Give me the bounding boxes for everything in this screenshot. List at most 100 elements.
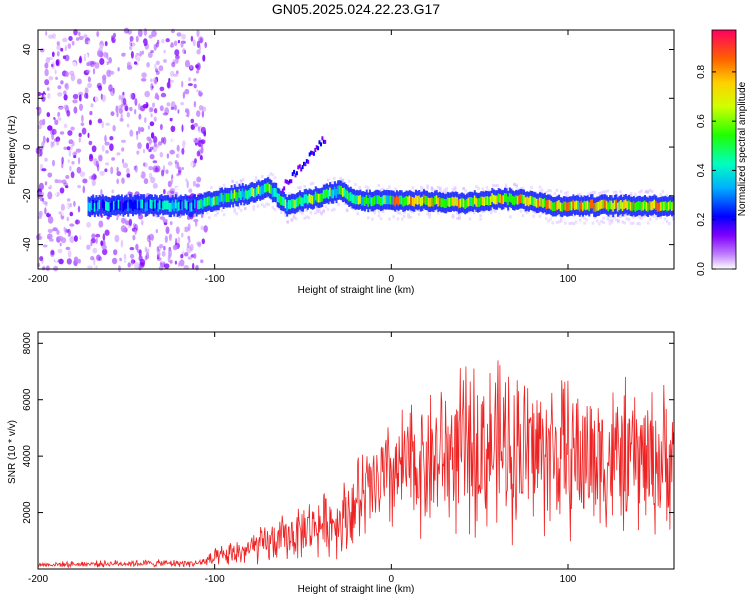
spectrogram-noise-cell [165,169,169,174]
colorbar: 0.0 0.2 0.4 0.6 0.8 Normalized spectral ampl… [696,29,748,276]
spectrogram-ridge-core [434,196,437,205]
spectrogram-noise-cell [123,27,130,34]
spectrogram-noise-cell [144,246,147,253]
spectrogram-ridge-core [93,203,96,212]
spectrogram-ridge-core [647,202,650,212]
spectrogram-halo-cell [420,189,423,193]
spectrogram-ridge-core [375,195,378,204]
spectrogram-noise-cell [44,79,50,86]
spectrogram-halo-cell [254,179,258,183]
spectrogram-ridge-core [669,200,672,210]
y-tick-label: 4000 [22,445,33,468]
spectrogram-noise-cell [59,187,65,194]
spectrogram-branch-cell [304,162,307,167]
spectrogram-halo-cell [233,210,236,214]
spectrogram-halo-cell [341,179,345,183]
spectrogram-noise-cell [199,156,204,161]
spectrogram-ridge-core [519,194,522,203]
spectrogram-ridge-core [194,199,196,209]
spectrogram-ridge-core [640,202,643,212]
spectrogram-noise-cell [116,171,122,177]
spectrogram-branch-cell [298,164,301,169]
spectrogram-noise-cell [129,45,133,51]
spectrogram-halo-cell [271,173,275,177]
spectrogram-ridge-core [165,200,168,210]
spectrogram-halo-cell [608,219,612,223]
spectrogram-ridge-core [596,202,599,211]
spectrogram-noise-cell [51,222,55,230]
spectrogram-noise-cell [78,57,83,64]
x-tick-label: 100 [560,274,577,285]
spectrogram-noise-cell [64,54,70,62]
spectrogram-ridge-core [620,200,623,209]
spectrogram-noise-cell [152,102,155,108]
spectrogram-noise-cell [61,210,66,216]
spectrogram-noise-cell [201,238,205,245]
spectrogram-noise-cell [180,217,183,224]
spectrogram-branch-cell [303,161,305,166]
spectrogram-ridge-core [348,192,351,202]
spectrogram-noise-cell [116,152,121,156]
spectrogram-noise-cell [81,114,84,123]
spectrogram-noise-cell [80,122,85,126]
spectrogram-ridge-core [260,185,263,195]
spectrogram-noise-cell [170,106,175,110]
spectrogram-noise-cell [176,32,182,37]
spectrogram-noise-cell [118,94,122,101]
spectrogram-noise-cell [172,244,178,251]
spectrogram-noise-cell [148,148,152,153]
spectrogram-ridge-core [666,202,669,212]
spectrogram-noise-cell [130,258,134,266]
spectrogram-halo-cell [464,189,468,193]
spectrogram-noise-cell [46,55,50,62]
spectrogram-ridge-core [337,185,340,195]
spectrogram-ridge-core [125,199,128,209]
spectrogram-ridge-core [551,202,554,212]
spectrogram-noise-cell [77,258,81,264]
spectrogram-noise-cell [51,141,55,148]
spectrogram-noise-cell [93,158,98,166]
spectrogram-noise-cell [181,124,184,133]
spectrogram-noise-cell [174,186,180,192]
x-tick-label: -100 [205,274,225,285]
spectrogram-halo-cell [638,216,641,220]
spectrogram-noise-cell [137,29,143,37]
spectrogram-ridge-core [411,197,414,206]
spectrogram-ridge-core [330,189,333,199]
spectrogram-halo-cell [347,179,351,183]
spectrogram-ridge-core [634,202,637,212]
spectrogram-halo-cell [301,211,304,215]
spectrogram-noise-cell [121,177,125,184]
spectrogram-noise-cell [85,69,91,74]
colorbar-ticks: 0.0 0.2 0.4 0.6 0.8 [696,64,736,276]
spectrogram-halo-cell [583,221,586,225]
spectrogram-halo-cell [333,207,336,211]
spectrogram-noise-cell [196,89,199,93]
spectrogram-noise-cell [178,166,182,174]
spectrogram-noise-cell [153,108,158,114]
spectrogram-halo-cell [396,217,400,221]
spectrogram-ridge-core [354,195,357,205]
spectrogram-ridge-core [481,196,484,206]
spectrogram-ridge-core [392,196,395,205]
spectrogram-ridge-core [206,196,209,206]
spectrogram-halo-cell [632,215,635,219]
spectrogram-noise-cell [57,92,63,97]
spectrogram-ridge-core [499,194,502,203]
spectrogram-halo-cell [345,208,349,212]
spectrogram-noise-cell [122,98,127,105]
spectrogram-ridge-core [464,200,467,209]
spectrogram-halo-cell [394,187,398,191]
spectrogram-noise-cell [136,55,141,64]
spectrogram-ridge-core [98,200,101,209]
spectrogram-halo-cell [625,217,629,221]
spectrogram-ridge-core [496,195,499,205]
spectrogram-noise-cell [129,92,134,100]
spectrogram-noise-cell [70,171,75,179]
spectrogram-ridge-core [316,193,319,203]
spectrogram-halo-cell [377,210,381,214]
spectrogram-noise-cell [63,90,67,96]
spectrogram-halo-cell [292,216,296,220]
spectrogram-halo-cell [665,194,669,198]
spectrogram-halo-cell [286,221,289,224]
